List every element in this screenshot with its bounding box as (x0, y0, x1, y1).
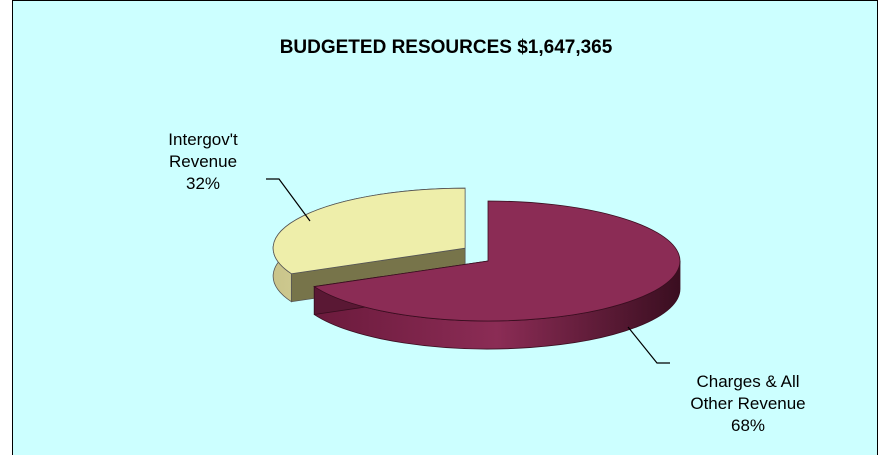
chart-area: BUDGETED RESOURCES $1,647,365 Intergov't… (12, 0, 878, 455)
slice-label-charges: Charges & All Other Revenue 68% (673, 371, 823, 437)
slice-label-intergov-line2: Revenue (168, 152, 238, 171)
slice-label-intergov-line1: Intergov't (168, 130, 238, 149)
chart-title: BUDGETED RESOURCES $1,647,365 (279, 37, 613, 58)
slice-label-intergov: Intergov't Revenue 32% (153, 129, 253, 195)
slice-percent-intergov: 32% (185, 174, 221, 193)
slice-percent-charges: 68% (730, 416, 766, 435)
leader-line-intergov (266, 178, 311, 222)
slice-label-charges-line2: Other Revenue (690, 394, 806, 413)
pie-slice-charges (313, 200, 681, 322)
pie-slice-intergov (272, 187, 466, 275)
leader-line-charges (627, 326, 670, 364)
slice-label-charges-line1: Charges & All (696, 372, 800, 391)
pie-chart (266, 178, 681, 364)
